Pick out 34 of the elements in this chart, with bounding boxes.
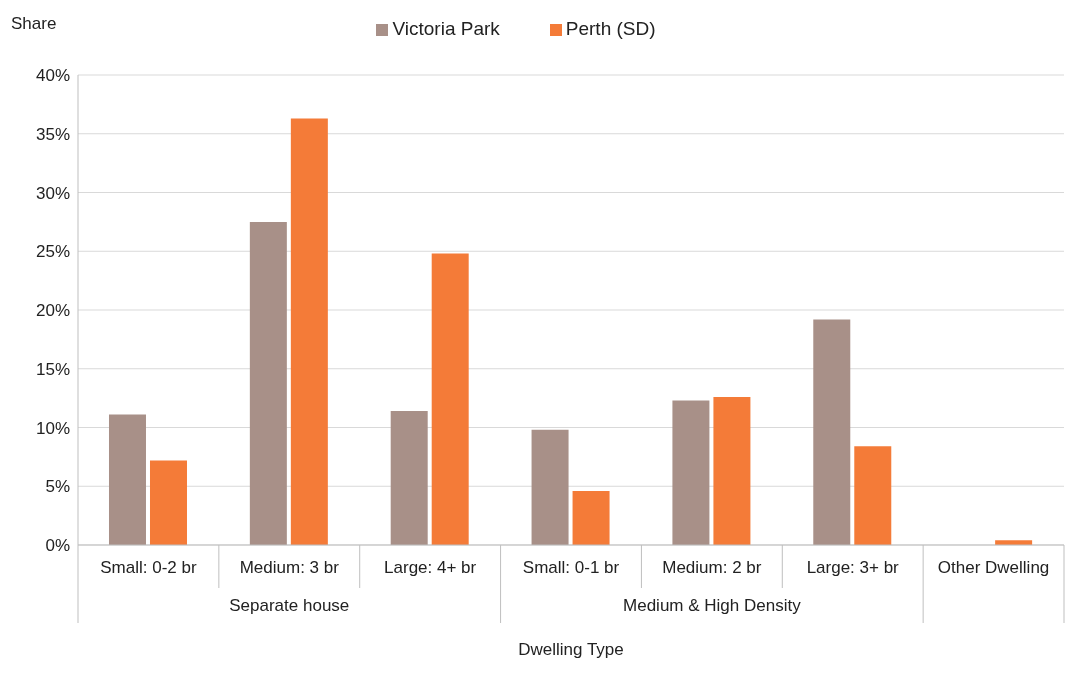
x-tick-label: Large: 3+ br: [806, 558, 900, 577]
bar: [672, 400, 710, 545]
x-tick-label: Small: 0-2 br: [100, 558, 197, 577]
bar: [854, 446, 892, 545]
bar: [713, 396, 751, 545]
bar: [149, 460, 187, 545]
y-tick-label: 25%: [35, 242, 70, 262]
y-tick-label: 30%: [35, 183, 70, 203]
x-tick-label: Medium: 2 br: [662, 558, 762, 577]
y-tick-label: 20%: [35, 301, 70, 321]
x-axis-title: Dwelling Type: [518, 640, 624, 659]
bar: [390, 411, 428, 545]
text: Medium & High Density: [623, 596, 802, 615]
bar: [290, 118, 328, 545]
y-tick-label: 40%: [35, 66, 70, 86]
legend-label: Victoria Park: [392, 18, 500, 39]
y-tick-label: 5%: [45, 477, 70, 497]
y-tick-label: 0%: [45, 536, 70, 556]
bar: [431, 253, 469, 545]
x-tick-label: Small: 0-1 br: [522, 558, 620, 577]
y-tick-label: 10%: [35, 418, 70, 438]
x-tick-label: Medium: 3 br: [239, 558, 340, 577]
bar: [531, 429, 569, 545]
bar: [249, 221, 287, 545]
x-tick-label: Other Dwelling: [937, 558, 1050, 577]
bar: [572, 490, 610, 545]
bar: [108, 414, 146, 545]
bar: [813, 319, 851, 545]
y-axis-title: Share: [11, 14, 57, 34]
x-tick-label: Large: 4+ br: [384, 558, 477, 577]
legend-label: Perth (SD): [565, 18, 656, 39]
y-tick-label: 15%: [35, 359, 70, 379]
text: Separate house: [229, 596, 350, 615]
y-tick-label: 35%: [35, 124, 70, 144]
